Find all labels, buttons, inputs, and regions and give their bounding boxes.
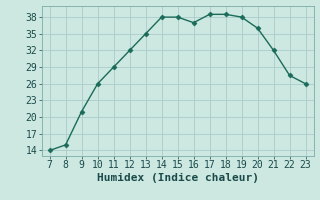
X-axis label: Humidex (Indice chaleur): Humidex (Indice chaleur) [97,173,259,183]
